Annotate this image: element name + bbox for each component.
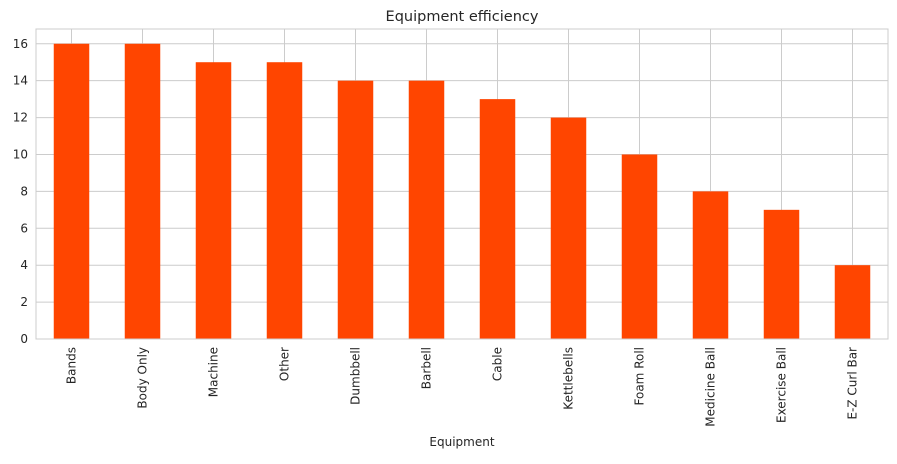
x-tick-label: E-Z Curl Bar [846, 347, 860, 420]
grid-layer [36, 29, 888, 340]
y-tick-labels: 0 2 4 6 8 10 12 14 16 [13, 37, 28, 346]
x-tick-label: Machine [207, 347, 221, 397]
y-tick-label: 12 [13, 111, 28, 125]
x-tick-labels: Bands Body Only Machine Other Dumbbell Barbel… [65, 347, 860, 427]
bar-medicine-ball [692, 191, 729, 339]
y-tick-label: 8 [20, 184, 28, 198]
x-tick-label: Barbell [420, 347, 434, 389]
plot-frame [35, 28, 889, 340]
y-tick-label: 6 [20, 221, 28, 235]
y-tick-label: 0 [20, 332, 28, 346]
y-tick-label: 4 [20, 258, 28, 272]
bar-e-z-curl-bar [834, 265, 871, 339]
x-tick-label: Other [278, 347, 292, 381]
bar-machine [195, 62, 232, 339]
bar-dumbbell [337, 80, 374, 340]
x-axis-label: Equipment [429, 435, 494, 449]
x-tick-label: Medicine Ball [704, 347, 718, 427]
x-tick-label: Kettlebells [562, 347, 576, 410]
x-tick-label: Dumbbell [349, 347, 363, 405]
chart-title: Equipment efficiency [386, 9, 539, 25]
x-tick-label: Cable [491, 347, 505, 381]
y-tick-label: 2 [20, 295, 28, 309]
x-tick-label: Foam Roll [633, 347, 647, 405]
x-tick-label: Bands [65, 347, 79, 384]
bar-kettlebells [550, 117, 587, 339]
bars-layer [53, 43, 871, 340]
x-tick-label: Body Only [136, 347, 150, 409]
y-tick-label: 14 [13, 74, 28, 88]
bar-cable [479, 99, 516, 339]
bar-barbell [408, 80, 445, 340]
bar-bands [53, 43, 90, 340]
y-tick-label: 16 [13, 37, 28, 51]
bar-body-only [124, 43, 161, 340]
x-tick-label: Exercise Ball [775, 347, 789, 423]
bar-exercise-ball [763, 209, 800, 339]
y-tick-label: 10 [13, 147, 28, 161]
bar-foam-roll [621, 154, 658, 339]
bar-other [266, 62, 303, 339]
